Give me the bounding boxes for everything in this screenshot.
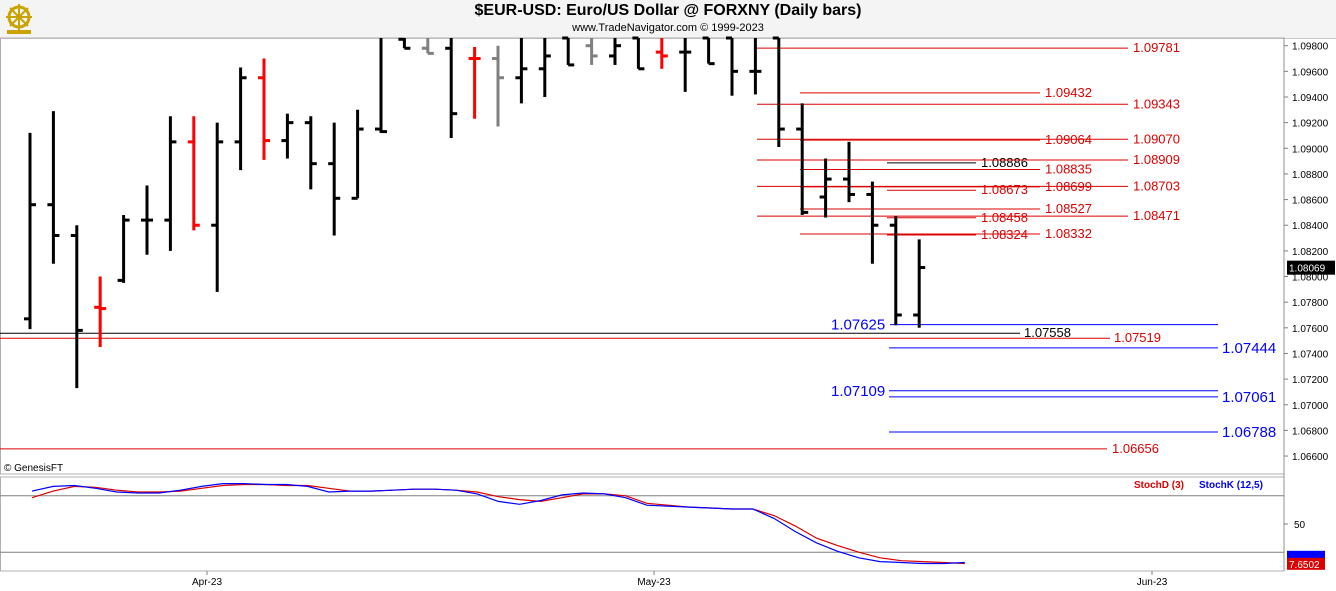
level-label: 1.08886 [981,155,1028,170]
level-label: 1.08703 [1133,178,1180,193]
level-label: 1.08673 [981,182,1028,197]
chart-subtitle: www.TradeNavigator.com © 1999-2023 [572,22,764,34]
price-axis-tick-label: 1.08200 [1292,247,1329,258]
level-label: 1.06656 [1112,441,1159,456]
x-axis-label: May-23 [637,577,671,588]
price-axis-tick-label: 1.08000 [1292,273,1329,284]
price-axis-tick-label: 1.08600 [1292,196,1329,207]
price-axis-tick-label: 1.09600 [1292,67,1329,78]
price-axis-tick-label: 1.07800 [1292,298,1329,309]
price-axis-tick-label: 1.09000 [1292,144,1329,155]
level-label: 1.09070 [1133,131,1180,146]
stochastic-last-value: 7.6502 [1289,560,1320,571]
level-label: 1.08835 [1045,161,1092,176]
copyright-label: © GenesisFT [4,463,63,474]
ship-wheel-icon [6,4,32,34]
level-label: 1.08458 [981,210,1028,225]
price-axis-tick-label: 1.07200 [1292,375,1329,386]
price-axis-tick-label: 1.08400 [1292,221,1329,232]
level-label: 1.09781 [1133,40,1180,55]
price-axis-tick-label: 1.08800 [1292,170,1329,181]
level-label: 1.08527 [1045,201,1092,216]
price-axis-tick-label: 1.07600 [1292,324,1329,335]
price-axis-tick-label: 1.06800 [1292,426,1329,437]
legend-stochd: StochD (3) [1134,480,1184,491]
stochd-line [31,483,965,565]
level-label: 1.09343 [1133,96,1180,111]
stochastic-panel-frame [0,476,1285,572]
price-axis-tick-label: 1.09400 [1292,93,1329,104]
level-label: 1.07061 [1222,389,1276,406]
x-axis-label: Jun-23 [1137,577,1168,588]
level-label: 1.07625 [831,317,885,334]
level-label: 1.08332 [1045,226,1092,241]
x-axis-label: Apr-23 [192,577,222,588]
stochk-last-box [1287,550,1325,559]
legend-stochk: StochK (12,5) [1199,480,1263,491]
price-axis-tick-label: 1.09800 [1292,42,1329,53]
price-panel-frame [0,37,1285,475]
stochd-last-box [1287,557,1325,570]
last-price-label: 1.08069 [1289,264,1326,275]
level-label: 1.07558 [1024,325,1071,340]
stochastic-axis-tick-label: 50 [1294,520,1306,531]
price-axis-tick-label: 1.06600 [1292,452,1329,463]
stochk-line [31,483,965,565]
last-price-box [1287,260,1335,275]
price-axis-tick-label: 1.07000 [1292,401,1329,412]
level-label: 1.07444 [1222,340,1276,357]
title-bar: $EUR-USD: Euro/US Dollar @ FORXNY (Daily… [0,0,1336,39]
level-label: 1.06788 [1222,424,1276,441]
level-label: 1.09432 [1045,85,1092,100]
price-axis-tick-label: 1.09200 [1292,119,1329,130]
level-label: 1.07109 [831,383,885,400]
level-label: 1.07519 [1114,330,1161,345]
level-label: 1.08471 [1133,208,1180,223]
level-label: 1.08324 [981,227,1028,242]
price-axis-tick-label: 1.07400 [1292,349,1329,360]
chart-title: $EUR-USD: Euro/US Dollar @ FORXNY (Daily… [474,2,862,19]
level-label: 1.08909 [1133,152,1180,167]
